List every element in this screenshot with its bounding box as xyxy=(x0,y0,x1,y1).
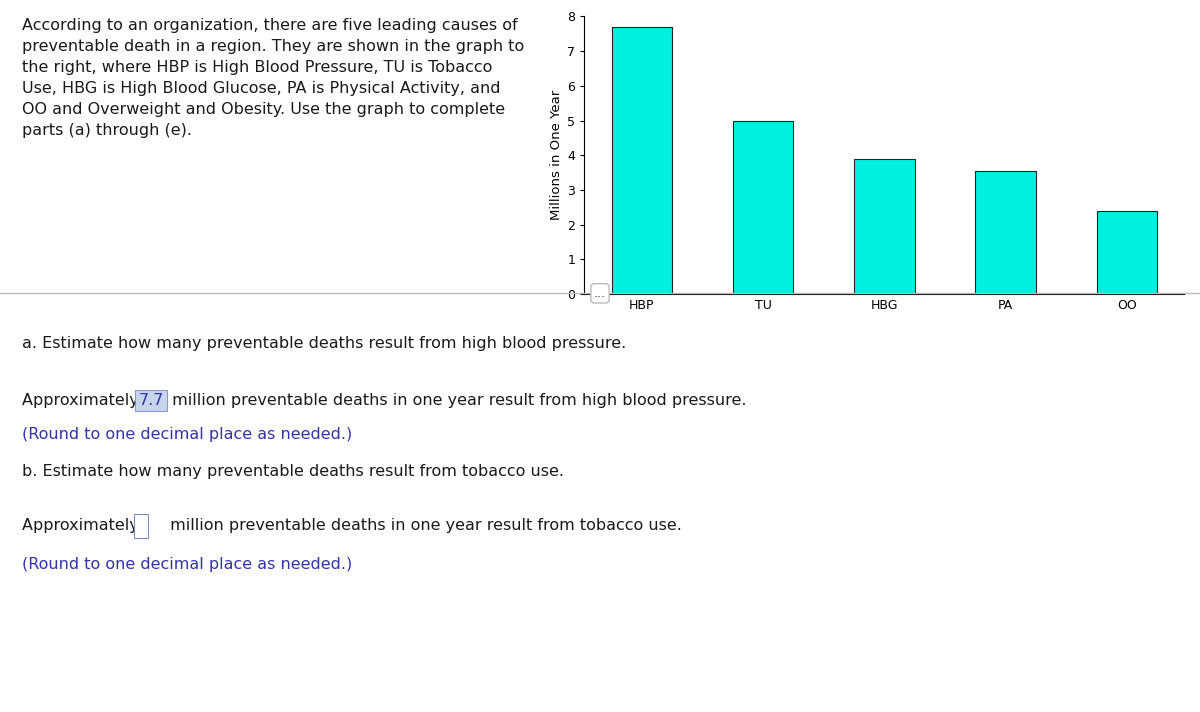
Text: million preventable deaths in one year result from high blood pressure.: million preventable deaths in one year r… xyxy=(167,393,746,408)
Text: According to an organization, there are five leading causes of
preventable death: According to an organization, there are … xyxy=(22,18,524,138)
Text: (Round to one decimal place as needed.): (Round to one decimal place as needed.) xyxy=(22,427,352,442)
Bar xyxy=(733,120,793,294)
Bar xyxy=(854,159,914,294)
Text: million preventable deaths in one year result from tobacco use.: million preventable deaths in one year r… xyxy=(164,518,682,533)
Bar xyxy=(1097,211,1157,294)
Text: Approximately: Approximately xyxy=(22,518,144,533)
Text: ...: ... xyxy=(594,287,606,300)
Y-axis label: Millions in One Year: Millions in One Year xyxy=(551,90,563,220)
Bar xyxy=(976,171,1036,294)
Text: b. Estimate how many preventable deaths result from tobacco use.: b. Estimate how many preventable deaths … xyxy=(22,464,564,479)
Text: Approximately: Approximately xyxy=(22,393,144,408)
Bar xyxy=(612,27,672,294)
Text: 7.7: 7.7 xyxy=(138,393,163,408)
Text: (Round to one decimal place as needed.): (Round to one decimal place as needed.) xyxy=(22,557,352,572)
Text: a. Estimate how many preventable deaths result from high blood pressure.: a. Estimate how many preventable deaths … xyxy=(22,336,626,351)
